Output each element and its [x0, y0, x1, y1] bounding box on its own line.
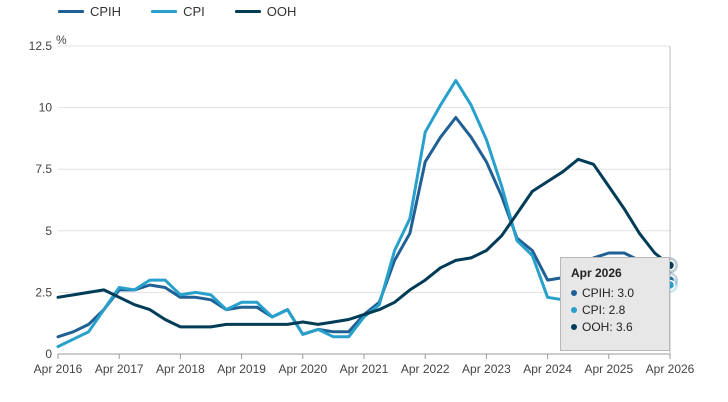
x-tick-label: Apr 2023 — [462, 362, 511, 376]
tooltip-value-cpih: CPIH: 3.0 — [582, 286, 635, 300]
y-tick-label: 2.5 — [35, 285, 52, 299]
x-tick-label: Apr 2022 — [401, 362, 450, 376]
x-tick-label: Apr 2021 — [340, 362, 389, 376]
x-tick-label: Apr 2024 — [523, 362, 572, 376]
legend-item-ooh[interactable]: OOH — [234, 4, 297, 19]
x-tick-label: Apr 2016 — [34, 362, 83, 376]
tooltip-dot-cpih — [571, 290, 577, 296]
legend-item-cpi[interactable]: CPI — [151, 4, 205, 19]
y-tick-label: 0 — [45, 347, 52, 361]
x-tick-label: Apr 2025 — [584, 362, 633, 376]
legend-swatch-ooh — [234, 10, 261, 13]
chart-legend: CPIH CPI OOH — [58, 4, 296, 19]
x-tick-label: Apr 2026 — [646, 362, 695, 376]
tooltip-value-cpi: CPI: 2.8 — [582, 303, 626, 317]
x-tick-label: Apr 2017 — [95, 362, 144, 376]
tooltip-row-cpih: CPIH: 3.0 — [571, 286, 659, 300]
legend-label-cpi: CPI — [183, 4, 205, 19]
tooltip-dot-ooh — [571, 324, 577, 330]
x-tick-label: Apr 2019 — [217, 362, 266, 376]
legend-swatch-cpih — [58, 10, 84, 13]
legend-swatch-cpi — [151, 10, 178, 13]
tooltip-row-cpi: CPI: 2.8 — [571, 303, 659, 317]
x-tick-label: Apr 2018 — [156, 362, 205, 376]
legend-label-cpih: CPIH — [90, 4, 122, 19]
y-tick-label: 7.5 — [35, 162, 52, 176]
x-tick-label: Apr 2020 — [278, 362, 327, 376]
legend-item-cpih[interactable]: CPIH — [58, 4, 121, 19]
tooltip-row-ooh: OOH: 3.6 — [571, 320, 659, 334]
tooltip-title: Apr 2026 — [571, 266, 622, 280]
y-axis-label: % — [56, 33, 67, 47]
y-tick-label: 5 — [45, 224, 52, 238]
tooltip-value-ooh: OOH: 3.6 — [582, 320, 633, 334]
tooltip-dot-cpi — [571, 307, 577, 313]
series-line-ooh — [56, 157, 672, 329]
y-tick-label: 12.5 — [29, 39, 53, 53]
legend-label-ooh: OOH — [266, 4, 297, 19]
chart-tooltip: Apr 2026 CPIH: 3.0 CPI: 2.8 OOH: 3.6 — [560, 257, 670, 351]
y-tick-label: 10 — [39, 101, 53, 115]
